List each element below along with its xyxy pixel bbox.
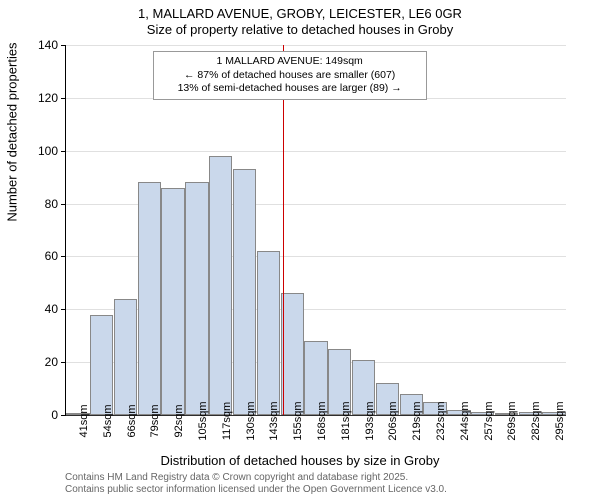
y-tick-label: 120 [38, 91, 58, 105]
y-tick [61, 309, 66, 310]
y-tick-label: 0 [51, 408, 58, 422]
y-axis-title: Number of detached properties [5, 42, 20, 221]
y-tick-label: 60 [45, 249, 58, 263]
x-tick-label: 295sqm [554, 401, 566, 440]
footer-attribution: Contains HM Land Registry data © Crown c… [65, 472, 447, 496]
gridline [66, 45, 566, 46]
annotation-box: 1 MALLARD AVENUE: 149sqm← 87% of detache… [153, 51, 427, 100]
x-tick-label: 143sqm [268, 401, 280, 440]
histogram-bar [209, 156, 232, 415]
chart-title-line2: Size of property relative to detached ho… [0, 22, 600, 37]
y-tick [61, 204, 66, 205]
histogram-bar [138, 182, 161, 415]
annotation-line3: 13% of semi-detached houses are larger (… [160, 82, 420, 96]
y-tick-label: 20 [45, 355, 58, 369]
y-tick-label: 100 [38, 144, 58, 158]
x-tick-label: 79sqm [149, 404, 161, 437]
x-tick-label: 219sqm [411, 401, 423, 440]
y-tick-label: 140 [38, 38, 58, 52]
x-tick-label: 117sqm [221, 402, 233, 440]
x-tick-label: 130sqm [245, 401, 257, 440]
plot-area: 02040608010012014041sqm54sqm66sqm79sqm92… [65, 45, 566, 416]
y-tick-label: 80 [45, 197, 58, 211]
x-tick-label: 168sqm [316, 401, 328, 440]
y-tick-label: 40 [45, 302, 58, 316]
chart-container: 1, MALLARD AVENUE, GROBY, LEICESTER, LE6… [0, 0, 600, 500]
gridline [66, 151, 566, 152]
histogram-bar [161, 188, 184, 415]
histogram-bar [257, 251, 280, 415]
x-tick-label: 206sqm [387, 401, 399, 440]
x-tick-label: 232sqm [435, 401, 447, 440]
histogram-bar [281, 293, 304, 415]
y-tick [61, 45, 66, 46]
x-tick-label: 54sqm [102, 404, 114, 437]
annotation-line1: 1 MALLARD AVENUE: 149sqm [160, 55, 420, 69]
x-tick-label: 66sqm [126, 404, 138, 437]
x-tick-label: 244sqm [459, 401, 471, 440]
x-tick-label: 105sqm [197, 401, 209, 440]
y-tick [61, 362, 66, 363]
property-marker-line [283, 45, 284, 415]
histogram-bar [114, 299, 137, 415]
x-tick-label: 257sqm [483, 401, 495, 440]
footer-line1: Contains HM Land Registry data © Crown c… [65, 472, 447, 484]
x-tick-label: 269sqm [506, 401, 518, 440]
y-tick [61, 151, 66, 152]
y-tick [61, 415, 66, 416]
footer-line2: Contains public sector information licen… [65, 484, 447, 496]
y-tick [61, 98, 66, 99]
x-tick-label: 41sqm [78, 404, 90, 437]
histogram-bar [90, 315, 113, 415]
chart-title-line1: 1, MALLARD AVENUE, GROBY, LEICESTER, LE6… [0, 6, 600, 21]
x-tick-label: 181sqm [340, 401, 352, 440]
x-tick-label: 282sqm [530, 401, 542, 440]
annotation-line2: ← 87% of detached houses are smaller (60… [160, 69, 420, 83]
x-tick-label: 92sqm [173, 404, 185, 437]
x-axis-title: Distribution of detached houses by size … [0, 453, 600, 468]
x-tick-label: 155sqm [292, 401, 304, 440]
histogram-bar [233, 169, 256, 415]
histogram-bar [185, 182, 208, 415]
y-tick [61, 256, 66, 257]
x-tick-label: 193sqm [364, 401, 376, 440]
